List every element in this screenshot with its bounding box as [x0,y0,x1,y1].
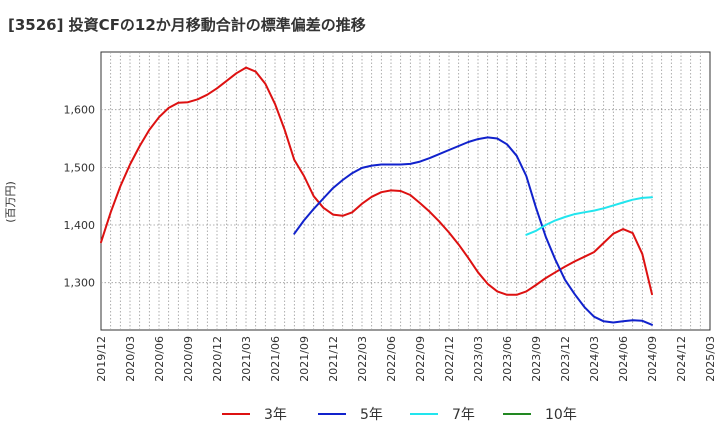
x-tick-label: 2022/09 [414,336,427,382]
y-tick-label: 1,500 [64,161,96,174]
x-tick-label: 2022/03 [356,336,369,382]
legend-label: 10年 [545,407,577,423]
x-tick-label: 2024/06 [617,336,630,382]
x-tick-label: 2024/03 [588,336,601,382]
x-tick-label: 2020/03 [124,336,137,382]
grid [101,52,710,330]
x-axis: 2019/12 2020/03 2020/06 2020/09 2020/12 2021/… [95,336,717,382]
x-tick-label: 2024/12 [675,336,688,382]
x-tick-label: 2023/03 [472,336,485,382]
legend: 3年 5年 7年 10年 [222,407,577,423]
x-tick-label: 2024/09 [646,336,659,382]
series-group [100,66,653,326]
y-tick-label: 1,400 [64,219,96,232]
x-tick-label: 2019/12 [95,336,108,382]
x-tick-label: 2025/03 [704,336,717,382]
x-tick-label: 2021/09 [298,336,311,382]
x-tick-label: 2021/06 [269,336,282,382]
x-tick-label: 2021/03 [240,336,253,382]
x-tick-label: 2020/09 [182,336,195,382]
x-tick-label: 2020/12 [211,336,224,382]
y-tick-label: 1,600 [64,104,96,117]
x-tick-label: 2020/06 [153,336,166,382]
plot-area [100,51,711,331]
x-tick-label: 2022/06 [385,336,398,382]
series-line-7年 [525,196,653,236]
y-tick-label: 1,300 [64,277,96,290]
x-tick-label: 2021/12 [327,336,340,382]
legend-label: 7年 [452,407,475,423]
plot-frame [100,51,711,331]
x-tick-label: 2023/09 [530,336,543,382]
x-tick-label: 2023/12 [559,336,572,382]
chart-title: [3526] 投資CFの12か月移動合計の標準偏差の推移 [8,16,366,34]
legend-label: 5年 [360,407,383,423]
legend-label: 3年 [264,407,287,423]
y-axis: 1,300 1,400 1,500 1,600 [64,104,96,290]
x-tick-label: 2023/06 [501,336,514,382]
series-line-5年 [293,136,653,326]
x-tick-label: 2022/12 [443,336,456,382]
y-axis-label: (百万円) [4,181,17,223]
